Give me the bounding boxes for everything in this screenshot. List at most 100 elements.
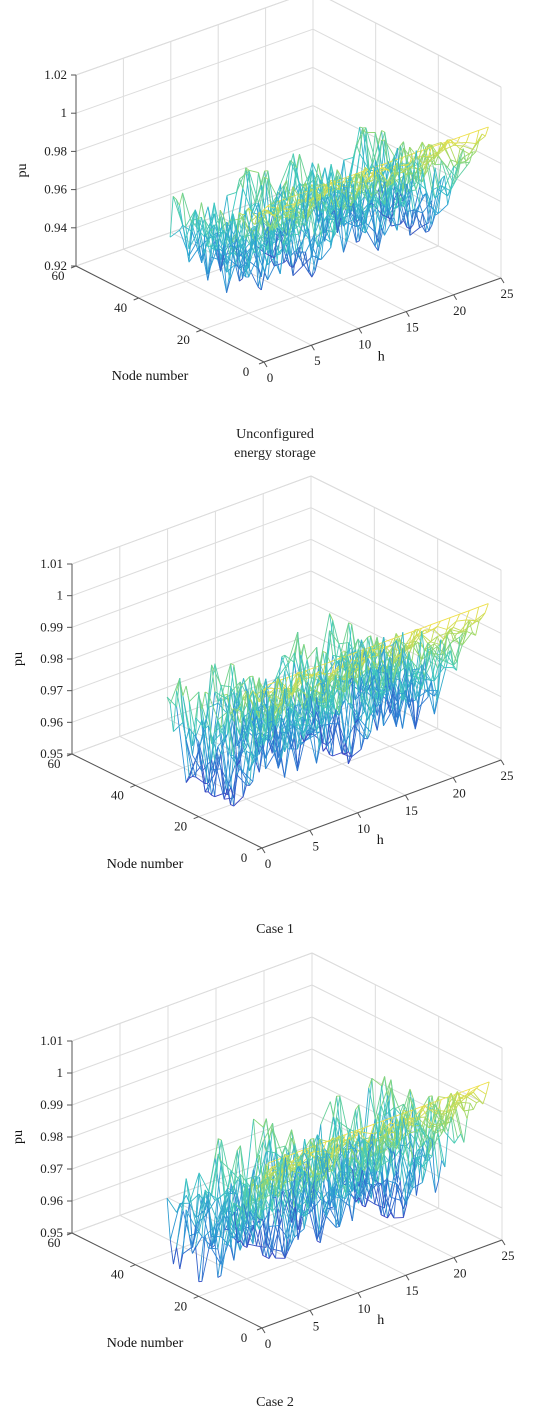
- mesh-line: [291, 1207, 296, 1223]
- mesh-line: [245, 257, 250, 268]
- mesh-line: [409, 1187, 414, 1196]
- mesh-line: [450, 1092, 455, 1101]
- mesh-line: [252, 691, 257, 736]
- mesh-line: [224, 1189, 229, 1200]
- mesh-line: [169, 678, 181, 705]
- mesh-line: [306, 703, 317, 726]
- mesh-line: [466, 141, 476, 145]
- mesh-line: [466, 161, 470, 167]
- mesh-line: [335, 675, 340, 689]
- mesh-line: [393, 147, 398, 159]
- mesh-line: [303, 1206, 308, 1217]
- mesh-line: [329, 1157, 334, 1165]
- mesh-line: [319, 664, 324, 694]
- mesh-line: [290, 1159, 295, 1166]
- y-axis-label: Node number: [107, 857, 184, 872]
- mesh-line: [336, 175, 341, 188]
- mesh-line: [294, 1193, 299, 1220]
- mesh-line: [341, 699, 346, 706]
- mesh-line: [450, 1092, 462, 1135]
- mesh-line: [341, 657, 346, 672]
- mesh-line: [408, 631, 413, 648]
- mesh-line: [446, 139, 458, 164]
- mesh-line: [459, 610, 470, 615]
- mesh-line: [226, 220, 231, 230]
- mesh-line: [393, 178, 398, 204]
- mesh-line: [379, 704, 384, 719]
- mesh-line: [329, 1164, 334, 1180]
- mesh-line: [271, 1165, 275, 1168]
- mesh-line: [179, 1253, 184, 1270]
- z-tick-label: 0.92: [44, 258, 67, 273]
- mesh-line: [335, 643, 340, 661]
- mesh-line: [390, 157, 395, 173]
- mesh-line: [321, 196, 326, 203]
- mesh-line: [297, 1148, 307, 1153]
- mesh-line: [285, 1157, 290, 1198]
- x-tick: [309, 1310, 314, 1316]
- mesh-line: [224, 697, 228, 700]
- mesh-line: [316, 1141, 327, 1146]
- mesh-line: [332, 1116, 337, 1165]
- mesh-line: [220, 1201, 225, 1237]
- mesh-line: [357, 638, 362, 670]
- y-axis-label: Node number: [107, 1336, 184, 1351]
- mesh-line: [204, 234, 209, 240]
- mesh-line: [444, 163, 448, 168]
- mesh-line: [427, 648, 432, 651]
- mesh-line: [373, 691, 378, 713]
- mesh-line: [214, 1138, 219, 1159]
- x-tick: [452, 777, 457, 783]
- mesh-line: [341, 675, 346, 680]
- grid-line: [312, 66, 502, 164]
- mesh-line: [456, 148, 461, 164]
- mesh-line: [390, 1212, 395, 1219]
- mesh-line: [201, 691, 206, 710]
- mesh-line: [265, 690, 270, 743]
- mesh-line: [287, 688, 292, 694]
- mesh-line: [342, 1183, 347, 1186]
- mesh-line: [396, 1140, 401, 1150]
- mesh-line: [421, 1105, 426, 1109]
- mesh-line: [220, 733, 231, 805]
- x-axis-line: [263, 277, 502, 363]
- mesh-line: [258, 1190, 270, 1220]
- mesh-line: [220, 1215, 225, 1265]
- mesh-line: [306, 1197, 311, 1216]
- y-tick: [130, 1264, 136, 1268]
- mesh-line: [389, 645, 400, 652]
- mesh-line: [359, 153, 370, 171]
- mesh-line: [293, 1162, 298, 1173]
- mesh-line: [325, 724, 330, 745]
- mesh-line: [220, 1140, 232, 1184]
- mesh-line: [251, 240, 256, 247]
- mesh-line: [344, 723, 356, 744]
- mesh-line: [257, 217, 262, 232]
- mesh-line: [270, 258, 275, 267]
- mesh-line: [402, 165, 407, 173]
- mesh-line: [368, 166, 373, 176]
- mesh-line: [277, 1188, 282, 1198]
- mesh-line: [322, 700, 327, 704]
- mesh-line: [428, 1101, 433, 1108]
- mesh-line: [258, 1155, 264, 1180]
- mesh-line: [230, 1182, 235, 1194]
- mesh-line: [380, 167, 385, 174]
- mesh-line: [166, 1197, 178, 1213]
- mesh-line: [185, 209, 196, 227]
- mesh-line: [400, 220, 405, 225]
- mesh-line: [428, 1095, 433, 1097]
- mesh-line: [252, 1169, 258, 1217]
- mesh-line: [381, 1076, 386, 1086]
- mesh-line: [354, 719, 359, 724]
- mesh-line: [307, 1204, 318, 1242]
- mesh-line: [329, 630, 334, 656]
- mesh-line: [403, 1103, 408, 1111]
- mesh-line: [242, 727, 248, 742]
- mesh-line: [343, 159, 348, 187]
- mesh-line: [427, 680, 432, 698]
- mesh-line: [320, 180, 326, 208]
- mesh-line: [363, 645, 374, 650]
- mesh-line: [281, 688, 286, 718]
- mesh-line: [409, 146, 414, 161]
